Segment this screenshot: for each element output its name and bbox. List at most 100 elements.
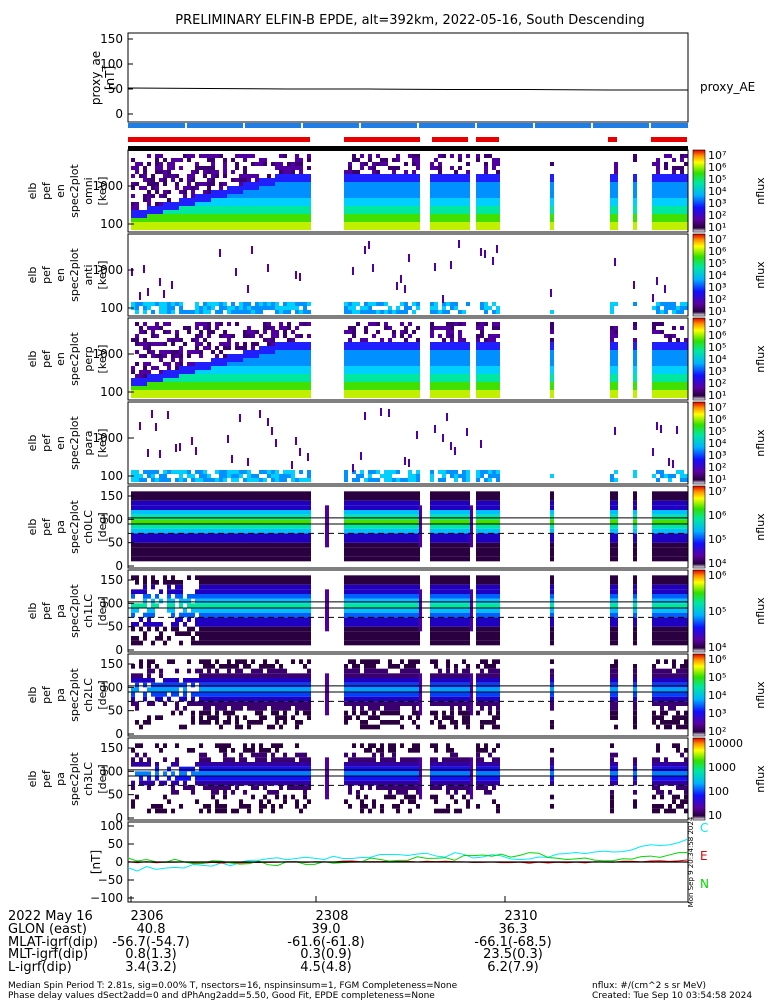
spectrogram-cell <box>279 198 283 202</box>
pa-cell <box>175 538 179 543</box>
spectrogram-cell <box>614 206 618 210</box>
pa-cell <box>462 528 466 534</box>
pa-cell <box>171 575 175 580</box>
spectrogram-cell <box>476 474 480 478</box>
spectrogram-cell <box>430 366 434 370</box>
spectrogram-cell <box>430 394 434 398</box>
pa-cell <box>183 631 187 636</box>
spectrogram-cell <box>179 350 183 354</box>
spectrogram-cell <box>430 306 434 310</box>
spec-ylabel: pef <box>40 181 53 200</box>
spectrogram-cell <box>372 342 376 346</box>
spectrogram-cell <box>271 194 275 198</box>
spectrogram-cell <box>462 370 466 374</box>
pa-cell <box>660 556 664 562</box>
pa-cell <box>396 538 400 543</box>
spectrogram-cell <box>295 302 299 306</box>
spectrogram-cell <box>219 358 223 362</box>
spectrogram-cell <box>364 412 366 420</box>
spectrogram-cell <box>199 350 203 354</box>
pa-cell <box>303 510 307 515</box>
spectrogram-cell <box>239 182 243 186</box>
pa-cell <box>412 542 416 548</box>
spectrogram-cell <box>259 306 263 310</box>
spectrogram-cell <box>684 206 688 210</box>
spectrogram-cell <box>404 338 408 342</box>
spectrogram-cell <box>480 306 484 310</box>
spectrogram-cell <box>199 342 203 346</box>
spectrogram-cell <box>404 285 406 293</box>
spectrogram-cell <box>364 226 368 230</box>
spec-ylabel: perp <box>82 346 95 371</box>
spectrogram-cell <box>223 226 227 230</box>
spectrogram-cell <box>660 210 664 214</box>
spectrogram-cell <box>183 394 187 398</box>
spectrogram-cell <box>255 174 259 178</box>
pa-cell <box>454 556 458 562</box>
spectrogram-cell <box>255 354 259 358</box>
pa-cell <box>167 594 171 599</box>
spectrogram-cell <box>404 346 408 350</box>
pa-cell <box>652 514 656 520</box>
spectrogram-cell <box>392 226 396 230</box>
spectrogram-cell <box>271 374 275 378</box>
spectrogram-cell <box>211 330 215 334</box>
spectrogram-cell <box>446 194 450 198</box>
spectrogram-cell <box>412 362 416 366</box>
spectrogram-cell <box>163 190 167 194</box>
spectrogram-cell <box>231 374 235 378</box>
pa-cell <box>356 538 360 543</box>
pa-cell <box>325 505 329 548</box>
pa-cell <box>496 500 500 506</box>
pa-cell <box>299 528 303 534</box>
spectrogram-cell <box>450 182 454 186</box>
spectrogram-cell <box>299 386 303 390</box>
pa-cell <box>376 556 380 562</box>
spectrogram-cell <box>344 302 348 306</box>
spectrogram-cell <box>251 382 255 386</box>
pa-cell <box>167 556 171 562</box>
spectrogram-cell <box>476 210 480 214</box>
spectrogram-cell <box>159 386 163 390</box>
spectrogram-cell <box>352 394 356 398</box>
spectrogram-cell <box>404 378 408 382</box>
pa-cell <box>442 500 446 506</box>
spectrogram-cell <box>488 174 492 178</box>
pa-cell <box>223 510 227 515</box>
pa-cell <box>430 491 434 496</box>
spectrogram-cell <box>450 186 454 190</box>
spectrogram-cell <box>267 222 271 226</box>
spectrogram-cell <box>259 178 263 182</box>
spectrogram-cell <box>207 186 211 190</box>
spectrogram-cell <box>396 182 400 186</box>
spectrogram-cell <box>344 378 348 382</box>
spectrogram-cell <box>434 326 438 330</box>
pa-cell <box>183 538 187 543</box>
spectrogram-cell <box>652 366 656 370</box>
pa-cell <box>614 496 618 501</box>
spectrogram-cell <box>668 382 672 386</box>
pa-cell <box>279 547 283 552</box>
spectrogram-cell <box>279 206 283 210</box>
pa-cell <box>147 505 151 510</box>
pa-cell <box>235 519 239 524</box>
spectrogram-cell <box>275 394 279 398</box>
spectrogram-cell <box>299 302 303 306</box>
pa-cell <box>147 528 151 534</box>
spectrogram-cell <box>247 154 251 158</box>
spectrogram-cell <box>255 390 259 394</box>
pa-cell <box>396 556 400 562</box>
pa-cell <box>466 519 470 524</box>
pa-cell <box>227 533 231 538</box>
spectrogram-cell <box>496 162 500 166</box>
spectrogram-cell <box>392 394 396 398</box>
spectrogram-cell <box>400 198 404 202</box>
spectrogram-cell <box>380 182 384 186</box>
spectrogram-cell <box>680 166 684 170</box>
pa-cell <box>283 538 287 543</box>
spectrogram-cell <box>388 470 392 474</box>
pa-cell <box>412 528 416 534</box>
spectrogram-cell <box>633 226 637 230</box>
spectrogram-cell <box>496 358 500 362</box>
spectrogram-cell <box>175 158 179 162</box>
